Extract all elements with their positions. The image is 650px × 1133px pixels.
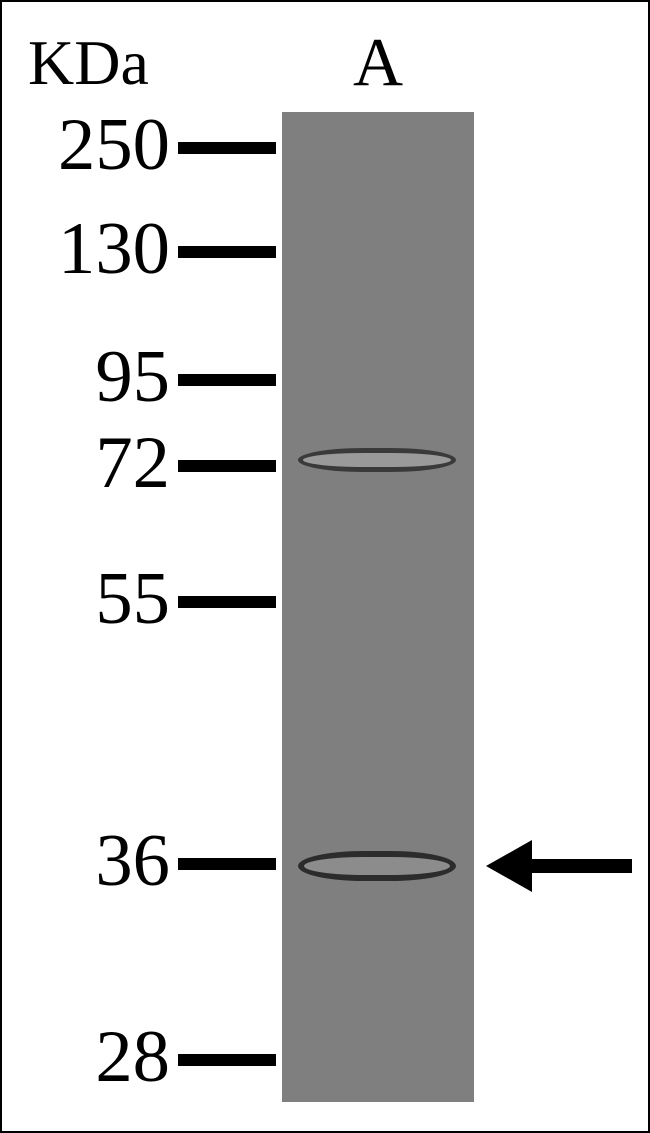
pointer-arrow-shaft (532, 859, 632, 873)
lane-a (282, 112, 474, 1102)
marker-label-95: 95 (95, 334, 170, 420)
marker-tick-130 (178, 246, 276, 258)
marker-label-130: 130 (58, 206, 170, 292)
band-72-inner (303, 453, 451, 467)
unit-label: KDa (28, 26, 149, 100)
pointer-arrow-head (486, 840, 532, 892)
marker-label-72: 72 (95, 420, 170, 506)
marker-tick-95 (178, 374, 276, 386)
band-36-inner (304, 857, 450, 875)
marker-tick-250 (178, 142, 276, 154)
lane-label-a: A (282, 22, 474, 102)
marker-tick-36 (178, 858, 276, 870)
marker-tick-55 (178, 596, 276, 608)
marker-tick-28 (178, 1054, 276, 1066)
marker-label-55: 55 (95, 556, 170, 642)
marker-tick-72 (178, 460, 276, 472)
marker-label-36: 36 (95, 818, 170, 904)
marker-label-250: 250 (58, 102, 170, 188)
marker-label-28: 28 (95, 1014, 170, 1100)
